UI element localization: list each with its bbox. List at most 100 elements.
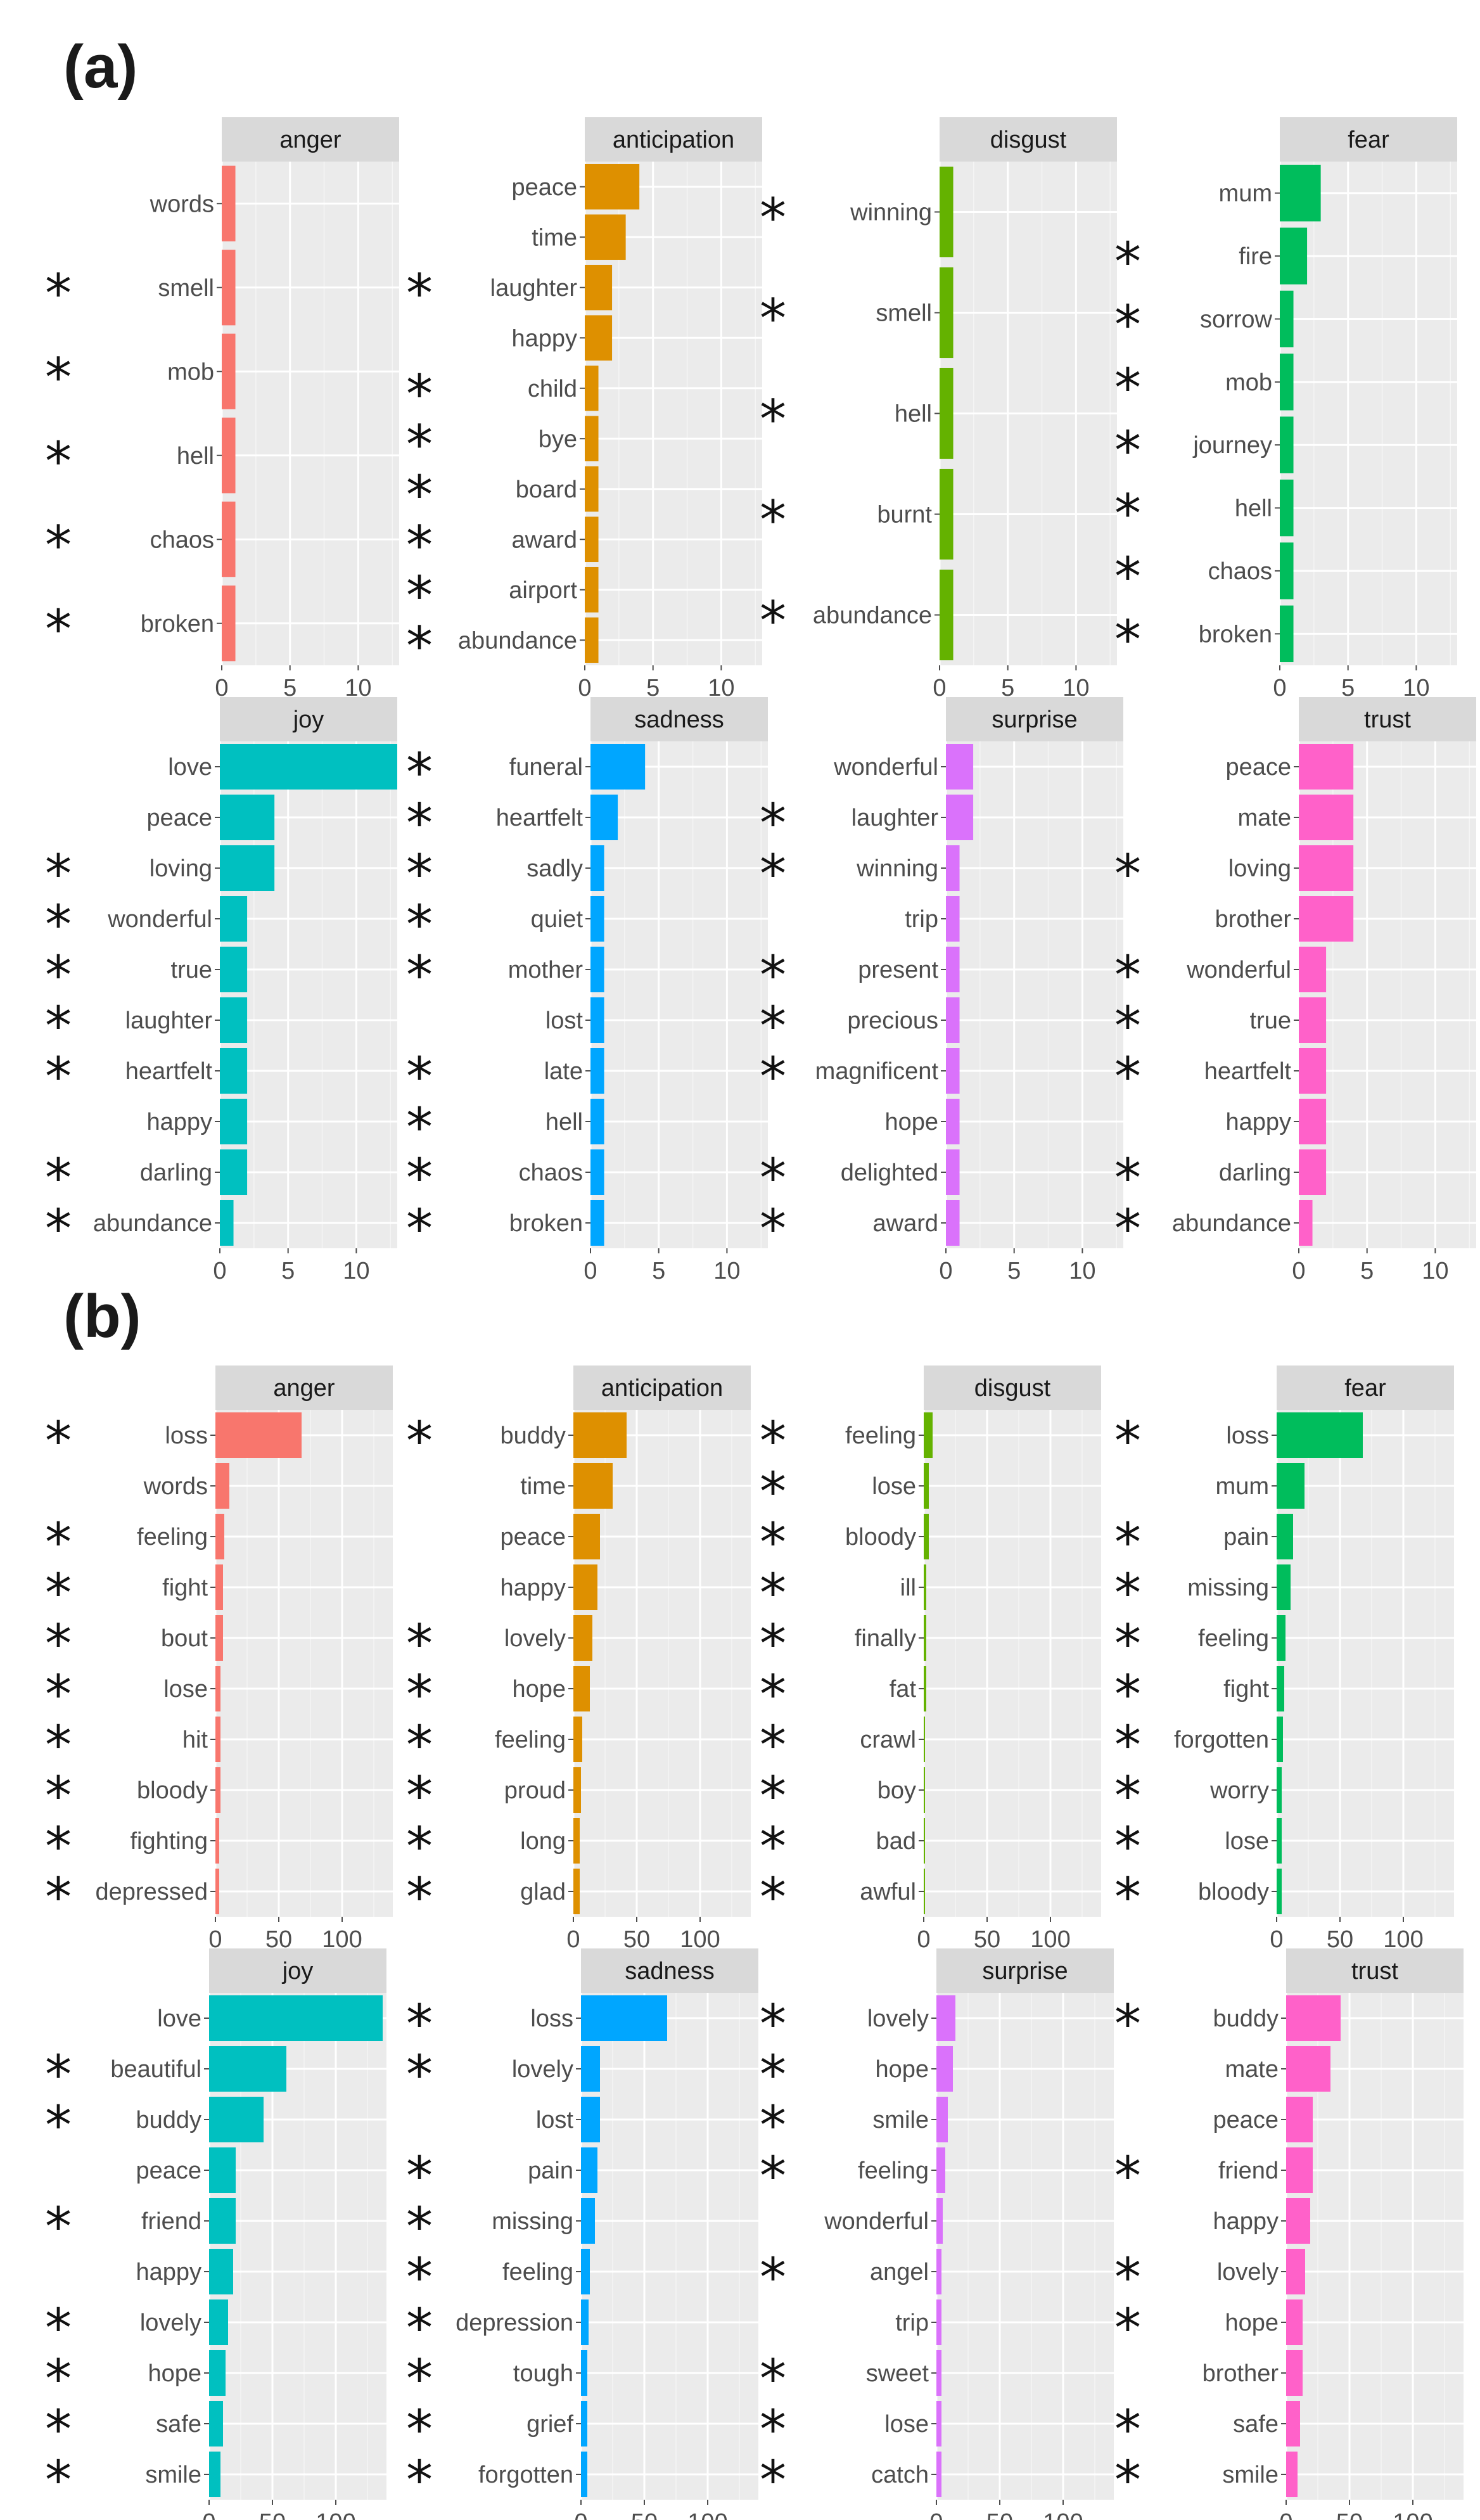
facet-b-joy-x-tick-label: 0: [202, 2509, 215, 2520]
facet-b-disgust-label-lose: lose: [872, 1473, 916, 1500]
facet-b-fear-label-missing: missing: [1187, 1575, 1269, 1601]
facet-a-anger-star-hell: *: [45, 430, 72, 492]
facet-a-anticipation-label-airport: airport: [509, 577, 577, 604]
facet-b-anticipation-star-buddy: *: [406, 1410, 433, 1472]
facet-a-sadness-star-heartfelt: *: [406, 792, 433, 854]
facet-b-sadness-bar-missing: [581, 2198, 595, 2244]
facet-a-anticipation-label-laughter: laughter: [490, 275, 578, 302]
facet-b-joy-bar-hope: [209, 2350, 226, 2396]
facet-b-trust-star-buddy: *: [1114, 1993, 1141, 2055]
facet-a-surprise-bar-magnificent: [946, 1048, 960, 1094]
facet-a-anger-bar-words: [222, 165, 236, 241]
facet-a-surprise-strip: [946, 697, 1123, 741]
facet-a-anticipation-star-board: *: [406, 464, 433, 526]
facet-b-fear-label-loss: loss: [1226, 1423, 1269, 1449]
facet-a-sadness-label-sadly: sadly: [526, 855, 583, 882]
facet-b-surprise-label-feeling: feeling: [858, 2158, 929, 2184]
facet-a-sadness-x-tick-label: 10: [713, 1258, 740, 1284]
facet-a-fear-label-hell: hell: [1235, 496, 1272, 522]
facet-a-fear-label-mob: mob: [1225, 369, 1272, 396]
facet-a-trust-label-true: true: [1250, 1007, 1291, 1034]
facet-b-trust-bar-friend: [1286, 2147, 1313, 2193]
facet-b-anticipation: anticipation buddy * time peace happy lovely * h…: [406, 1366, 751, 1953]
facet-b-trust-label-peace: peace: [1213, 2107, 1279, 2133]
facet-a-sadness-strip: [590, 697, 768, 741]
facet-b-sadness-bar-depression: [581, 2299, 589, 2345]
facet-b-trust: trust buddy * mate peace friend * happy lovely * h…: [1114, 1948, 1464, 2520]
facet-a-fear-bar-mum: [1280, 164, 1321, 222]
facet-b-surprise-label-catch: catch: [871, 2462, 929, 2488]
facet-b-anger-label-fight: fight: [162, 1575, 208, 1601]
facet-a-trust-bar-abundance: [1299, 1200, 1313, 1246]
facet-a-anticipation-strip: [585, 117, 762, 162]
facet-a-fear-strip: [1280, 117, 1457, 162]
facet-a-fear-label-journey: journey: [1192, 432, 1272, 459]
facet-a-surprise-star-winning: *: [760, 843, 786, 905]
facet-a-anger-label-chaos: chaos: [150, 527, 214, 553]
facet-b-anger-star-lose: *: [45, 1663, 72, 1725]
facet-a-trust-label-mate: mate: [1238, 805, 1291, 831]
facet-a-fear-bar-journey: [1280, 416, 1294, 473]
facet-a-anticipation-star-abundance: *: [406, 615, 433, 677]
facet-b-sadness-x-tick-label: 100: [687, 2509, 727, 2520]
facet-a-trust-bar-wonderful: [1299, 947, 1327, 992]
facet-a-anticipation-bar-airport: [585, 566, 599, 613]
facet-b-anger-bar-depressed: [215, 1869, 219, 1914]
facet-a-anger-strip-title: anger: [279, 127, 341, 153]
facet-b-fear-star-feeling: *: [1114, 1613, 1141, 1675]
facet-b-anger-bar-words: [215, 1463, 229, 1509]
facet-a-anticipation: anticipation peace time laughter * happy child…: [406, 117, 762, 701]
facet-b-anger-label-bout: bout: [161, 1625, 208, 1652]
facet-b-surprise-star-angel: *: [760, 2246, 786, 2308]
facet-b-fear-star-pain: *: [1114, 1511, 1141, 1573]
facet-b-trust-label-friend: friend: [1218, 2158, 1279, 2184]
facet-b-anticipation-label-peace: peace: [500, 1524, 566, 1551]
facet-b-joy-label-peace: peace: [136, 2158, 201, 2184]
facet-a-sadness-star-mother: *: [406, 944, 433, 1006]
facet-a-joy-bar-happy: [220, 1099, 248, 1144]
facet-b-anger-star-feeling: *: [45, 1511, 72, 1573]
facet-b-anger-bar-lose: [215, 1666, 220, 1711]
facet-a-joy-label-wonderful: wonderful: [107, 906, 212, 933]
facet-a-disgust: disgust winning * smell * hell * burnt * abundanc…: [760, 117, 1117, 701]
facet-a-anticipation-label-award: award: [512, 527, 578, 553]
facet-b-disgust-label-awful: awful: [860, 1879, 916, 1905]
facet-a-joy-bar-heartfelt: [220, 1048, 248, 1094]
facet-b-anger-bar-bloody: [215, 1767, 220, 1813]
facet-b-joy-x-tick-label: 50: [259, 2509, 286, 2520]
facet-a-sadness-strip-title: sadness: [634, 707, 724, 733]
facet-a-joy: joy love peace loving * wonderful * true * laught…: [45, 697, 397, 1284]
facet-a-sadness-label-quiet: quiet: [531, 906, 584, 933]
facet-b-surprise-label-angel: angel: [870, 2259, 929, 2286]
facet-a-anticipation-bar-abundance: [585, 617, 599, 663]
facet-b-anger-bar-hit: [215, 1717, 220, 1762]
facet-b-surprise-bar-sweet: [936, 2350, 941, 2396]
facet-a-sadness-plot-background: [590, 741, 768, 1248]
facet-b-fear-strip: [1277, 1366, 1454, 1410]
facet-b-joy-star-hope: *: [45, 2348, 72, 2410]
facet-a-surprise-label-wonderful: wonderful: [833, 754, 938, 781]
facet-a-anger-label-smell: smell: [158, 275, 214, 302]
facet-b-anger-bar-loss: [215, 1412, 302, 1458]
facet-b-trust-x-tick-label: 0: [1279, 2509, 1292, 2520]
facet-b-sadness-label-pain: pain: [528, 2158, 573, 2184]
facet-b-joy-strip: [209, 1948, 386, 1993]
facet-a-trust-star-heartfelt: *: [1114, 1046, 1141, 1108]
facet-b-surprise-label-sweet: sweet: [866, 2360, 929, 2387]
facet-a-joy-x-tick-label: 5: [281, 1258, 295, 1284]
facet-b-sadness-star-lovely: *: [406, 2044, 433, 2106]
facet-a-anticipation-x-tick-label: 5: [646, 675, 660, 701]
facet-a-trust-bar-loving: [1299, 845, 1354, 891]
facet-b-disgust-label-boy: boy: [877, 1777, 916, 1804]
facet-b-anticipation-bar-time: [573, 1463, 613, 1509]
facet-b-disgust-plot-background: [924, 1410, 1101, 1917]
facet-b-joy-bar-beautiful: [209, 2046, 286, 2092]
facet-a-fear-label-chaos: chaos: [1208, 558, 1272, 585]
facet-b-surprise-star-feeling: *: [760, 2145, 786, 2207]
facet-b-joy-label-lovely: lovely: [140, 2310, 201, 2336]
facet-b-anticipation-x-tick-label: 0: [566, 1926, 580, 1953]
facet-a-anticipation-bar-time: [585, 214, 626, 260]
facet-a-joy-bar-peace: [220, 795, 275, 840]
facet-b-surprise-star-catch: *: [760, 2449, 786, 2511]
panel-label-a: (a): [63, 33, 137, 101]
